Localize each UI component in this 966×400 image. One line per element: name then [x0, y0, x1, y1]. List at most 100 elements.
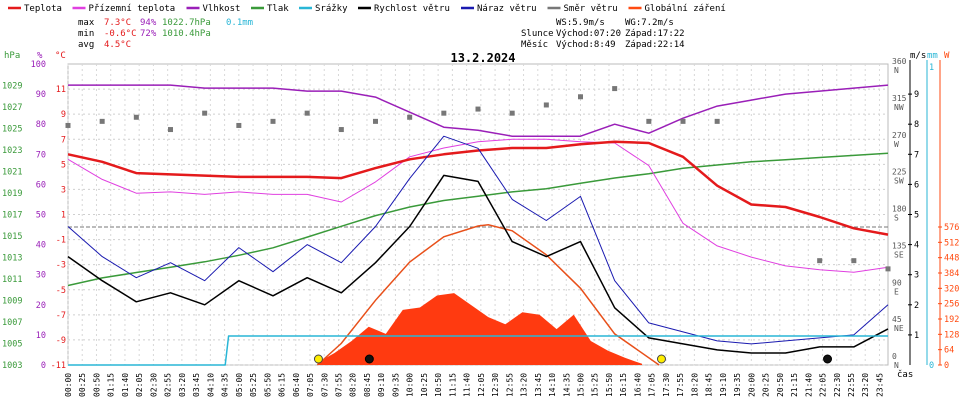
legend-label: Rychlost větru: [374, 4, 450, 14]
sunset-marker: [656, 354, 666, 364]
series-lines: [65, 84, 891, 366]
x-tick-label: 19:35: [733, 373, 742, 397]
temperature-tick-label: 7: [61, 135, 66, 145]
legend: Teplota Přízemní teplota Vlhkost Tlak Srážky…: [8, 4, 726, 14]
chart-title: 13.2.2024: [450, 51, 515, 65]
pressure-unit: hPa: [4, 51, 20, 61]
x-tick-label: 12:55: [505, 373, 514, 397]
x-tick-label: 14:10: [548, 373, 557, 397]
x-tick-label: 20:50: [776, 373, 785, 397]
wind-direction-tick: 360: [892, 57, 907, 66]
x-tick-label: 16:40: [633, 373, 642, 397]
wind-direction-tick: 315: [892, 94, 907, 103]
wind-direction-point: [441, 110, 447, 116]
radiation-unit: W: [944, 51, 950, 61]
radiation-area: [316, 224, 660, 366]
stat-min-humidity: 72%: [140, 29, 157, 39]
temperature-tick-label: 5: [61, 160, 66, 170]
temperature-tick-label: -9: [56, 336, 66, 346]
x-tick-label: 15:50: [605, 373, 614, 397]
pressure-tick-label: 1005: [2, 340, 22, 350]
wind-speed-info: WS:5.9m/s: [556, 18, 605, 28]
x-tick-label: 16:15: [619, 373, 628, 397]
legend-label: Vlhkost: [203, 4, 241, 14]
x-tick-label: 15:00: [577, 373, 586, 397]
radiation-tick-label: 0: [944, 361, 949, 371]
x-tick-label: 22:55: [847, 373, 856, 397]
temperature-tick-label: 9: [61, 110, 66, 120]
stat-min-pressure: 1010.4hPa: [162, 29, 211, 39]
x-tick-label: 17:05: [648, 373, 657, 397]
x-tick-label: 13:20: [520, 373, 529, 397]
x-tick-label: 03:45: [192, 373, 201, 397]
legend-label: Směr větru: [564, 4, 618, 14]
legend-label: Srážky: [315, 4, 348, 14]
x-tick-label: 00:00: [64, 373, 73, 397]
rain-tick-label: 0: [929, 361, 934, 371]
x-tick-label: 09:10: [377, 373, 386, 397]
pressure-tick-label: 1029: [2, 82, 22, 92]
x-tick-label: 04:10: [206, 373, 215, 397]
stat-max-temp: 7.3°C: [104, 18, 131, 28]
wind-direction-label: S: [894, 214, 899, 223]
axes: 00:00 00:25 00:50 01:15 01:40 02:05 02:30 02:55…: [2, 57, 959, 397]
wind-direction-point: [202, 110, 208, 116]
wind-direction-point: [817, 258, 823, 264]
x-tick-label: 08:45: [363, 373, 372, 397]
humidity-line: [68, 84, 889, 137]
x-tick-label: 18:45: [705, 373, 714, 397]
wind-direction-tick: 225: [892, 168, 907, 177]
wind-speed-tick-label: 5: [914, 211, 919, 221]
moonrise-time: Východ:8:49: [556, 40, 616, 50]
wind-speed-tick-label: 2: [914, 301, 919, 311]
wind-direction-point: [475, 106, 481, 112]
wind-direction-label: SE: [894, 250, 904, 259]
rain-unit: mm: [927, 51, 938, 61]
wind-speed-tick-label: 3: [914, 271, 919, 281]
wind-speed-tick-label: 7: [914, 150, 919, 160]
radiation-tick-label: 576: [944, 223, 959, 233]
wind-direction-label: W: [894, 140, 899, 149]
humidity-unit: %: [37, 51, 43, 61]
wind-direction-tick: 135: [892, 241, 907, 250]
x-tick-label: 20:25: [762, 373, 771, 397]
x-tick-label: 12:05: [477, 373, 486, 397]
x-tick-label: 08:20: [349, 373, 358, 397]
sunset-time: Západ:17:22: [625, 29, 685, 39]
humidity-tick-label: 0: [41, 361, 46, 371]
stat-avg-temp: 4.5°C: [104, 40, 131, 50]
sun-moon-info: WS:5.9m/s WG:7.2m/s Slunce Východ:07:20 …: [521, 18, 685, 50]
wind-direction-point: [646, 118, 652, 124]
wind-direction-label: NE: [894, 324, 904, 333]
rain-line: [68, 335, 888, 366]
radiation-fill: [317, 293, 642, 365]
clear-sky-curve: [316, 224, 660, 366]
grid: [67, 63, 889, 366]
wind-speed-tick-label: 9: [914, 90, 919, 100]
wind-direction-point: [133, 114, 139, 120]
legend-label: Přízemní teplota: [89, 4, 176, 14]
x-tick-label: 07:05: [306, 373, 315, 397]
pressure-tick-label: 1023: [2, 146, 22, 156]
x-tick-label: 18:20: [690, 373, 699, 397]
x-tick-label: 13:45: [534, 373, 543, 397]
temperature-tick-label: -5: [56, 286, 66, 296]
radiation-tick-label: 256: [944, 300, 959, 310]
wind-gust-line: [67, 135, 889, 345]
radiation-tick-label: 512: [944, 238, 959, 248]
pressure-tick-label: 1009: [2, 297, 22, 307]
wind-direction-point: [578, 94, 583, 100]
x-tick-label: 05:00: [235, 373, 244, 397]
x-tick-label: 06:40: [292, 373, 301, 397]
wind-direction-tick: 270: [892, 131, 907, 140]
legend-label: Teplota: [24, 4, 62, 14]
radiation-tick-label: 128: [944, 330, 959, 340]
x-tick-label: 21:40: [804, 373, 813, 397]
wind-direction-tick: 180: [892, 205, 907, 214]
x-tick-label: 06:15: [278, 373, 287, 397]
wind-direction-point: [851, 258, 857, 264]
x-tick-label: 02:30: [149, 373, 158, 397]
x-tick-label: 20:00: [747, 373, 756, 397]
temperature-tick-label: 11: [56, 85, 66, 95]
stat-min-label: min: [78, 29, 94, 39]
